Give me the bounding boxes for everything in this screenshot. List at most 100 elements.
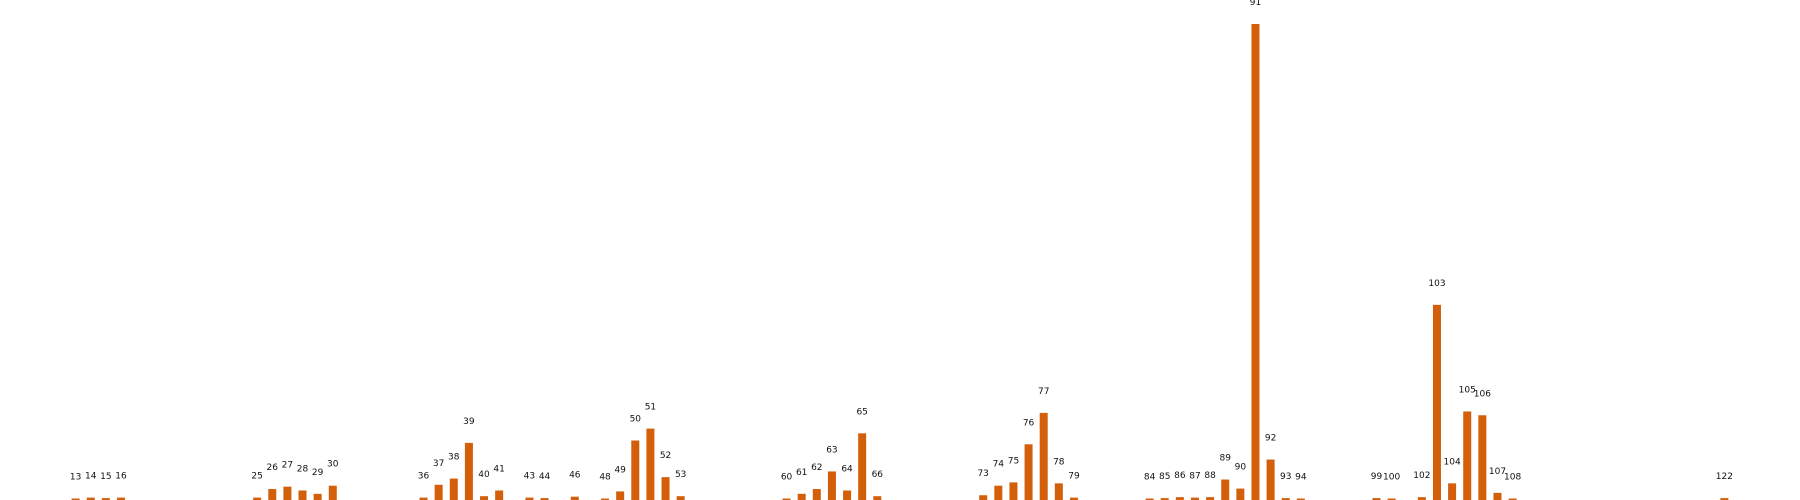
bar-label-13: 13 <box>70 473 81 483</box>
bar-90 <box>1236 488 1245 500</box>
bar-60 <box>782 498 791 500</box>
bar-36 <box>419 497 428 500</box>
bar-label-104: 104 <box>1444 457 1461 467</box>
bar-label-78: 78 <box>1053 457 1065 467</box>
bar-label-87: 87 <box>1189 472 1200 482</box>
bar-105 <box>1463 411 1472 500</box>
bar-label-99: 99 <box>1371 472 1383 482</box>
bar-label-14: 14 <box>85 472 97 482</box>
bar-label-85: 85 <box>1159 472 1170 482</box>
bar-93 <box>1281 498 1290 500</box>
bar-102 <box>1417 497 1426 500</box>
bar-label-74: 74 <box>993 460 1005 470</box>
bar-label-37: 37 <box>433 459 444 469</box>
bar-103 <box>1432 304 1441 500</box>
bar-38 <box>449 478 458 500</box>
bar-label-43: 43 <box>524 472 535 482</box>
bar-label-66: 66 <box>872 470 884 480</box>
bar-74 <box>994 485 1003 500</box>
bar-label-94: 94 <box>1295 473 1307 483</box>
bar-label-79: 79 <box>1068 472 1080 482</box>
bar-label-91: 91 <box>1250 0 1261 8</box>
bar-26 <box>268 489 277 500</box>
bar-84 <box>1145 498 1154 500</box>
bar-label-50: 50 <box>630 415 642 425</box>
bar-label-40: 40 <box>478 470 490 480</box>
bar-label-61: 61 <box>796 468 807 478</box>
bar-label-105: 105 <box>1459 385 1476 395</box>
bar-108 <box>1508 498 1517 500</box>
bar-64 <box>843 490 852 500</box>
bar-label-49: 49 <box>614 465 626 475</box>
bar-label-46: 46 <box>569 471 581 481</box>
bar-40 <box>480 496 489 500</box>
bar-label-107: 107 <box>1489 467 1506 477</box>
bar-49 <box>616 491 625 500</box>
bar-label-75: 75 <box>1008 456 1019 466</box>
bar-label-36: 36 <box>418 472 430 482</box>
bar-label-62: 62 <box>811 463 822 473</box>
bar-88 <box>1206 497 1215 500</box>
bar-77 <box>1039 412 1048 500</box>
bar-label-51: 51 <box>645 403 656 413</box>
bar-122 <box>1720 498 1729 500</box>
bar-48 <box>601 498 610 500</box>
bar-94 <box>1296 498 1305 500</box>
bar-label-39: 39 <box>463 417 475 427</box>
bar-label-52: 52 <box>660 451 671 461</box>
bar-104 <box>1448 483 1457 500</box>
bar-51 <box>646 428 655 500</box>
bar-106 <box>1478 415 1487 500</box>
bar-label-29: 29 <box>312 468 324 478</box>
bar-label-108: 108 <box>1504 473 1521 483</box>
bar-99 <box>1372 498 1381 500</box>
bar-78 <box>1054 483 1063 500</box>
bar-86 <box>1175 497 1184 500</box>
bar-75 <box>1009 482 1018 500</box>
bar-label-60: 60 <box>781 473 793 483</box>
bar-label-64: 64 <box>841 464 853 474</box>
bar-30 <box>328 485 337 500</box>
bar-label-41: 41 <box>493 464 504 474</box>
bars-group <box>71 24 1729 500</box>
bar-61 <box>797 493 806 500</box>
bar-label-77: 77 <box>1038 387 1049 397</box>
bar-85 <box>1160 498 1169 500</box>
bar-label-44: 44 <box>539 472 551 482</box>
bar-label-53: 53 <box>675 470 686 480</box>
bar-label-38: 38 <box>448 453 460 463</box>
bar-label-100: 100 <box>1383 473 1400 483</box>
bar-37 <box>434 484 443 500</box>
bar-39 <box>464 442 473 500</box>
bar-label-16: 16 <box>115 472 127 482</box>
bar-label-27: 27 <box>282 461 293 471</box>
bar-76 <box>1024 444 1033 500</box>
bar-label-84: 84 <box>1144 473 1156 483</box>
bar-50 <box>631 440 640 500</box>
bar-41 <box>495 490 504 500</box>
bar-label-103: 103 <box>1428 279 1445 289</box>
bar-13 <box>71 498 80 500</box>
bar-89 <box>1221 479 1230 500</box>
bar-79 <box>1069 497 1078 500</box>
bar-46 <box>570 496 579 500</box>
bar-65 <box>858 433 867 500</box>
bar-label-15: 15 <box>100 472 111 482</box>
bar-label-65: 65 <box>856 407 867 417</box>
bar-label-25: 25 <box>251 472 262 482</box>
bar-63 <box>827 471 836 500</box>
bar-27 <box>283 486 292 500</box>
bar-label-48: 48 <box>599 473 611 483</box>
bar-label-90: 90 <box>1235 463 1247 473</box>
bar-87 <box>1190 497 1199 500</box>
bar-53 <box>676 496 685 500</box>
bar-43 <box>525 497 534 500</box>
bar-52 <box>661 477 670 500</box>
bar-29 <box>313 493 322 500</box>
bar-62 <box>812 489 821 500</box>
bar-label-89: 89 <box>1219 454 1231 464</box>
bar-label-73: 73 <box>977 469 988 479</box>
bar-label-63: 63 <box>826 445 837 455</box>
